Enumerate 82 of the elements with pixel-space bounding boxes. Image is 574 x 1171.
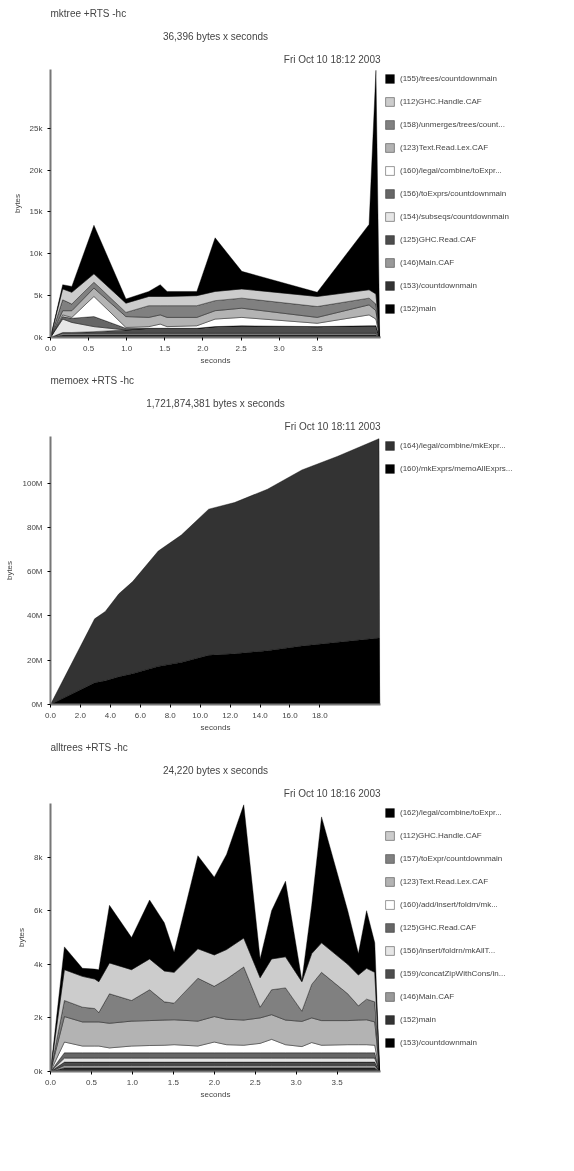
- legend-label: (123)Text.Read.Lex.CAF: [400, 876, 489, 887]
- x-tick-label: 8.0: [164, 710, 177, 720]
- x-axis-title: seconds: [200, 355, 231, 365]
- y-tick-label: 10k: [29, 249, 44, 259]
- x-tick-label: 2.5: [249, 1077, 262, 1087]
- x-tick-label: 1.0: [126, 1077, 139, 1087]
- x-tick-label: 3.5: [311, 343, 324, 353]
- y-tick-label: 20k: [29, 165, 44, 175]
- chart-title: alltrees +RTS -hc: [50, 741, 128, 753]
- x-tick-label: 18.0: [312, 710, 329, 720]
- y-tick-label: 8k: [34, 852, 44, 862]
- text: Fri Oct 10 18:12 2003: [283, 53, 381, 65]
- legend-label: (159)/concatZipWithCons/in...: [400, 968, 506, 979]
- chart-title: memoex +RTS -hc: [50, 374, 134, 386]
- legend-label: (125)GHC.Read.CAF: [400, 234, 477, 245]
- y-tick-label: 0M: [31, 700, 43, 709]
- legend-label: (160)/legal/combine/toExpr...: [400, 165, 502, 176]
- legend-label: (153)/countdownmain: [400, 280, 477, 291]
- x-tick-label: 2.5: [235, 343, 248, 353]
- legend-label: (156)/insert/foldrn/mkAllT...: [400, 945, 496, 956]
- y-tick-label: 60M: [26, 567, 43, 577]
- y-axis-title: bytes: [12, 193, 22, 214]
- y-tick-label: 20M: [26, 655, 43, 665]
- x-tick-label: 2.0: [208, 1077, 221, 1087]
- x-tick-label: 16.0: [282, 710, 299, 720]
- x-tick-label: 2.0: [74, 710, 87, 720]
- x-tick-label: 0.0: [44, 1077, 57, 1087]
- x-tick-label: 2.0: [197, 343, 210, 353]
- x-tick-label: 12.0: [222, 710, 239, 720]
- y-tick-label: 5k: [34, 291, 44, 301]
- legend-label: (123)Text.Read.Lex.CAF: [400, 142, 489, 153]
- chart-subtitle: 24,220 bytes x seconds: [162, 764, 269, 776]
- x-tick-label: 0.0: [44, 343, 57, 353]
- x-tick-label: 6.0: [134, 710, 147, 720]
- legend-label: (154)/subseqs/countdownmain: [400, 211, 509, 222]
- x-tick-label: 10.0: [192, 710, 209, 720]
- y-tick-label: 40M: [26, 611, 43, 621]
- legend-label: (146)Main.CAF: [400, 991, 455, 1002]
- y-tick-label: 0k: [34, 1067, 44, 1076]
- legend-label: (160)/add/insert/foldrn/mk...: [400, 899, 498, 910]
- legend-label: (153)/countdownmain: [400, 1037, 477, 1048]
- x-tick-label: 1.5: [167, 1077, 180, 1087]
- x-axis-title: seconds: [200, 722, 231, 732]
- x-tick-label: 14.0: [252, 710, 269, 720]
- y-tick-label: 80M: [26, 522, 43, 532]
- x-axis-title: seconds: [200, 1089, 231, 1099]
- legend-label: (156)/toExprs/countdownmain: [400, 188, 507, 199]
- x-tick-label: 3.0: [273, 343, 286, 353]
- legend-label: (112)GHC.Handle.CAF: [400, 830, 482, 841]
- x-tick-label: 1.5: [159, 343, 171, 353]
- y-tick-label: 4k: [34, 959, 44, 969]
- x-tick-label: 4.0: [104, 710, 117, 720]
- y-tick-label: 6k: [34, 906, 44, 916]
- legend-label: (157)/toExpr/countdownmain: [400, 853, 503, 864]
- y-tick-label: 2k: [34, 1013, 44, 1023]
- legend-label: (162)/legal/combine/toExpr...: [400, 807, 502, 818]
- y-tick-label: 0k: [34, 333, 44, 342]
- text: Fri Oct 10 18:11 2003: [284, 420, 381, 432]
- chart-title: mktree +RTS -hc: [50, 7, 127, 19]
- x-tick-label: 0.5: [83, 343, 95, 353]
- y-axis-title: bytes: [5, 560, 15, 581]
- y-axis-title: bytes: [17, 927, 27, 948]
- chart-subtitle: 1,721,874,381 bytes x seconds: [146, 397, 285, 409]
- chart-subtitle: 36,396 bytes x seconds: [162, 30, 269, 42]
- legend-label: (152)main: [400, 303, 437, 314]
- legend-label: (146)Main.CAF: [400, 257, 455, 268]
- y-tick-label: 25k: [29, 123, 44, 133]
- legend-label: (158)/unmerges/trees/count...: [400, 119, 505, 130]
- legend-label: (164)/legal/combine/mkExpr...: [400, 440, 506, 451]
- y-tick-label: 100M: [22, 478, 43, 488]
- legend-label: (125)GHC.Read.CAF: [400, 922, 477, 933]
- legend-label: (112)GHC.Handle.CAF: [400, 96, 482, 107]
- x-tick-label: 3.5: [331, 1077, 344, 1087]
- x-tick-label: 3.0: [290, 1077, 303, 1087]
- legend-label: (152)main: [400, 1014, 437, 1025]
- y-tick-label: 15k: [29, 207, 44, 217]
- x-tick-label: 0.5: [85, 1077, 98, 1087]
- legend-label: (160)/mkExprs/memoAllExprs...: [400, 463, 513, 474]
- x-tick-label: 1.0: [121, 343, 133, 353]
- legend-label: (155)/trees/countdownmain: [400, 73, 497, 84]
- text: Fri Oct 10 18:16 2003: [283, 787, 381, 799]
- x-tick-label: 0.0: [44, 710, 57, 720]
